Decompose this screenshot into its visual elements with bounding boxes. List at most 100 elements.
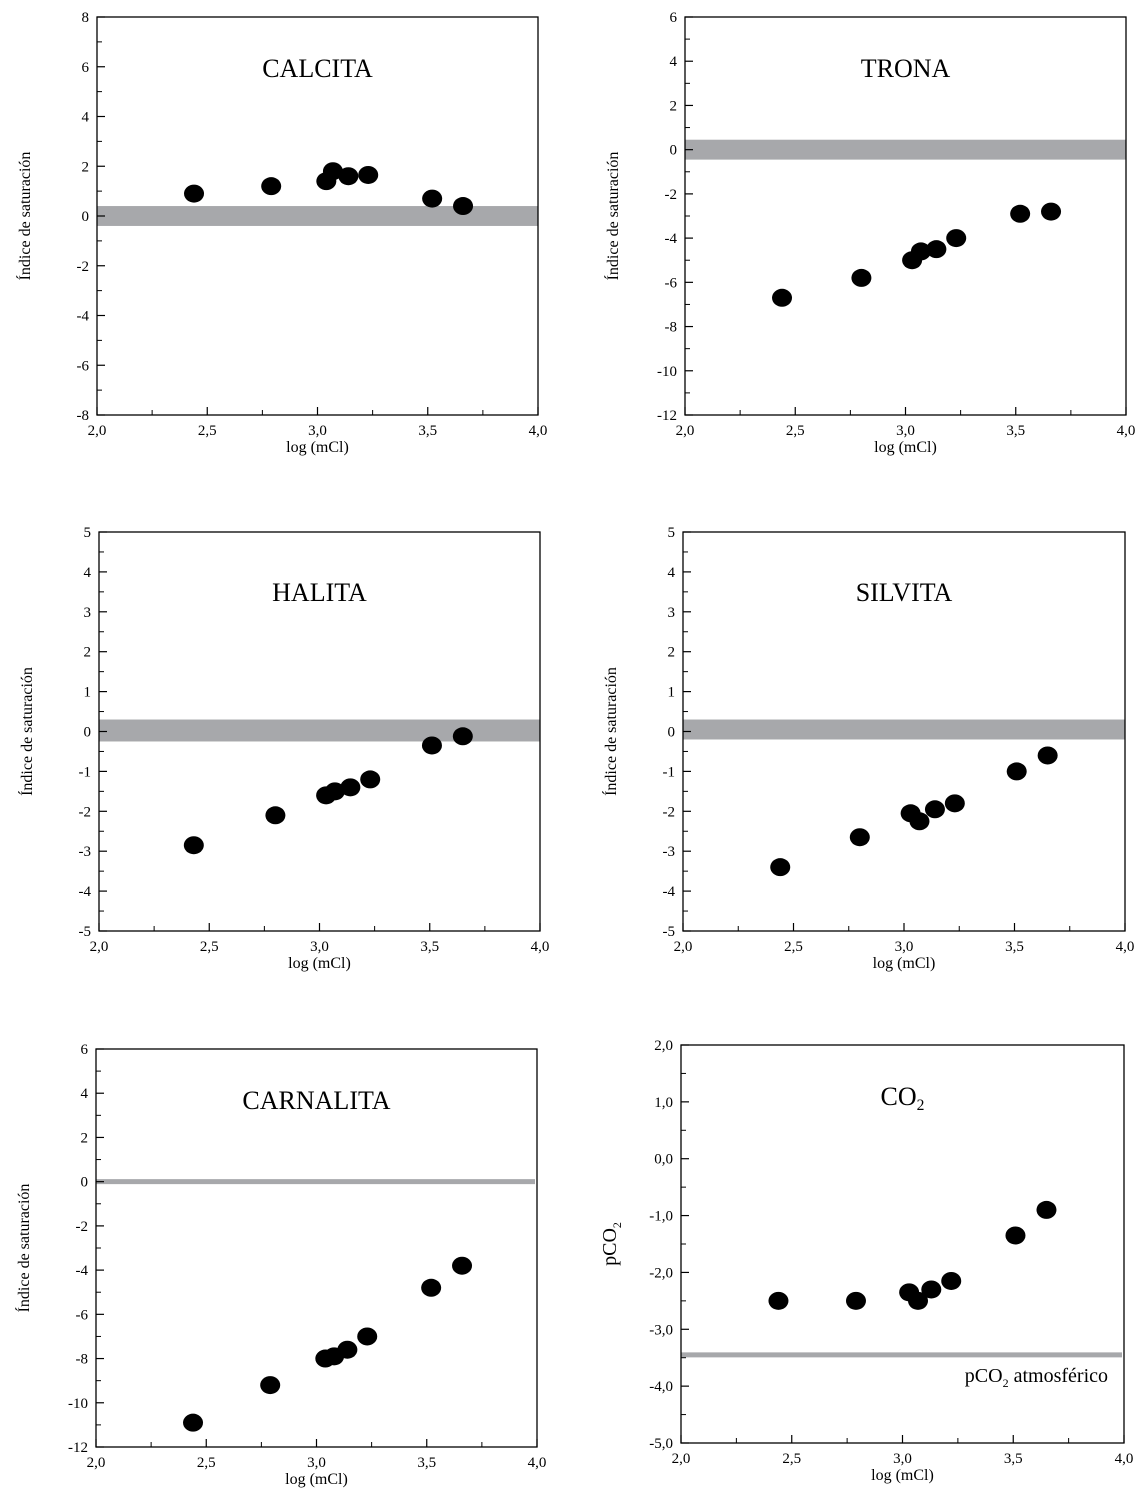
y-axis-label: Índice de saturación bbox=[601, 667, 620, 796]
y-tick-label: -6 bbox=[76, 1307, 89, 1323]
y-tick-label: -8 bbox=[76, 1352, 89, 1368]
y-tick-label: -8 bbox=[665, 320, 678, 336]
data-point bbox=[358, 165, 379, 184]
y-tick-label: -4,0 bbox=[649, 1379, 673, 1395]
panel-3: 2,0 2,5 3,0 3,5 4,0 -5 -4 -3 -2 -1 0 1 2 3 4 5 log (mCl)… bbox=[17, 525, 549, 972]
x-axis-label: log (mCl) bbox=[871, 1467, 934, 1484]
data-point bbox=[184, 184, 205, 203]
x-tick-label: 3,5 bbox=[418, 423, 437, 439]
x-tick-label: 2,0 bbox=[672, 1451, 691, 1467]
y-tick-label: -4 bbox=[665, 231, 678, 247]
y-tick-label: -2 bbox=[77, 259, 90, 275]
x-axis-label: log (mCl) bbox=[288, 955, 351, 972]
saturation-band bbox=[685, 139, 1126, 160]
y-tick-label: -1,0 bbox=[649, 1209, 673, 1225]
x-tick-label: 2,0 bbox=[90, 939, 109, 955]
y-tick-label: 3 bbox=[668, 605, 676, 621]
data-point bbox=[910, 242, 931, 261]
y-tick-label: 4 bbox=[82, 110, 90, 126]
x-axis-label: log (mCl) bbox=[285, 1471, 348, 1488]
y-tick-label: 8 bbox=[82, 10, 90, 26]
data-point bbox=[261, 177, 282, 196]
data-point bbox=[260, 1376, 281, 1395]
y-tick-label: 2 bbox=[670, 98, 678, 114]
y-tick-label: -10 bbox=[68, 1396, 88, 1412]
y-tick-label: 0 bbox=[82, 209, 90, 225]
y-tick-label: 5 bbox=[84, 525, 92, 541]
y-tick-label: -2 bbox=[79, 804, 92, 820]
x-tick-label: 4,0 bbox=[1115, 1451, 1134, 1467]
y-tick-label: 1 bbox=[668, 685, 676, 701]
data-point bbox=[909, 812, 930, 831]
y-tick-label: -6 bbox=[77, 358, 90, 374]
y-tick-label: -5 bbox=[79, 924, 92, 940]
y-tick-label: 0 bbox=[670, 143, 678, 159]
x-tick-label: 2,5 bbox=[782, 1451, 801, 1467]
data-point bbox=[849, 828, 870, 847]
x-tick-label: 4,0 bbox=[529, 423, 548, 439]
y-tick-label: 1,0 bbox=[654, 1095, 673, 1111]
y-tick-label: -10 bbox=[657, 364, 677, 380]
y-tick-label: 5 bbox=[668, 525, 676, 541]
y-tick-label: -1 bbox=[663, 764, 676, 780]
y-tick-label: 0 bbox=[668, 725, 676, 741]
x-tick-label: 3,5 bbox=[1004, 1451, 1023, 1467]
x-tick-label: 3,5 bbox=[420, 939, 439, 955]
x-tick-label: 2,5 bbox=[784, 939, 803, 955]
x-tick-label: 2,0 bbox=[87, 1455, 106, 1471]
data-point bbox=[337, 1340, 358, 1359]
data-point bbox=[183, 1413, 204, 1432]
data-point bbox=[851, 268, 872, 287]
data-point bbox=[357, 1327, 378, 1346]
data-point bbox=[183, 836, 204, 855]
y-tick-label: 0 bbox=[84, 725, 92, 741]
y-tick-label: 0,0 bbox=[654, 1152, 673, 1168]
x-tick-label: 3,5 bbox=[417, 1455, 436, 1471]
y-tick-label: -4 bbox=[79, 884, 92, 900]
y-tick-label: 2 bbox=[82, 159, 90, 175]
data-point bbox=[421, 736, 442, 755]
data-point bbox=[1036, 1200, 1057, 1219]
panel-title: HALITA bbox=[272, 578, 367, 607]
y-axis-label: Índice de saturación bbox=[14, 1184, 33, 1313]
x-axis-label: log (mCl) bbox=[873, 955, 936, 972]
y-tick-label: -12 bbox=[68, 1440, 88, 1456]
data-point bbox=[340, 778, 361, 797]
data-point bbox=[908, 1291, 929, 1310]
data-point bbox=[265, 806, 286, 825]
x-axis-label: log (mCl) bbox=[874, 439, 937, 456]
y-tick-label: -3 bbox=[79, 844, 92, 860]
panel-1: 2,0 2,5 3,0 3,5 4,0 -8 -6 -4 -2 0 2 4 6 8 log (mCl) Índ… bbox=[15, 10, 547, 456]
data-point bbox=[360, 770, 381, 789]
data-point bbox=[772, 288, 793, 307]
x-tick-label: 2,0 bbox=[676, 423, 695, 439]
x-tick-label: 2,0 bbox=[674, 939, 693, 955]
data-point bbox=[768, 1291, 789, 1310]
panel-6: 2,0 2,5 3,0 3,5 4,0 -5,0 -4,0 -3,0 -2,0 -1,0 0,0 1,… bbox=[599, 1038, 1133, 1484]
saturation-band bbox=[97, 206, 538, 226]
x-tick-label: 3,0 bbox=[307, 1455, 326, 1471]
x-tick-label: 2,5 bbox=[197, 1455, 216, 1471]
x-tick-label: 3,0 bbox=[893, 1451, 912, 1467]
reference-line-annotation: pCO2 atmosférico bbox=[965, 1365, 1108, 1390]
data-point bbox=[322, 162, 343, 181]
y-tick-label: 0 bbox=[81, 1175, 89, 1191]
x-tick-label: 3,0 bbox=[308, 423, 327, 439]
x-tick-label: 3,0 bbox=[310, 939, 329, 955]
y-tick-label: 2 bbox=[84, 645, 92, 661]
y-axis-label: Índice de saturación bbox=[603, 152, 622, 281]
saturation-band bbox=[99, 719, 540, 742]
data-point bbox=[770, 858, 791, 877]
y-tick-label: -1 bbox=[79, 764, 92, 780]
x-tick-label: 2,5 bbox=[786, 423, 805, 439]
x-tick-label: 2,5 bbox=[200, 939, 219, 955]
data-point bbox=[422, 189, 443, 208]
y-tick-label: 1 bbox=[84, 685, 92, 701]
panel-title: TRONA bbox=[861, 54, 951, 83]
y-axis-label: Índice de saturación bbox=[17, 667, 36, 796]
y-axis-label: Índice de saturación bbox=[15, 152, 34, 281]
x-tick-label: 4,0 bbox=[531, 939, 550, 955]
x-tick-label: 2,5 bbox=[198, 423, 217, 439]
y-tick-label: 2 bbox=[81, 1130, 89, 1146]
data-point bbox=[453, 197, 474, 216]
